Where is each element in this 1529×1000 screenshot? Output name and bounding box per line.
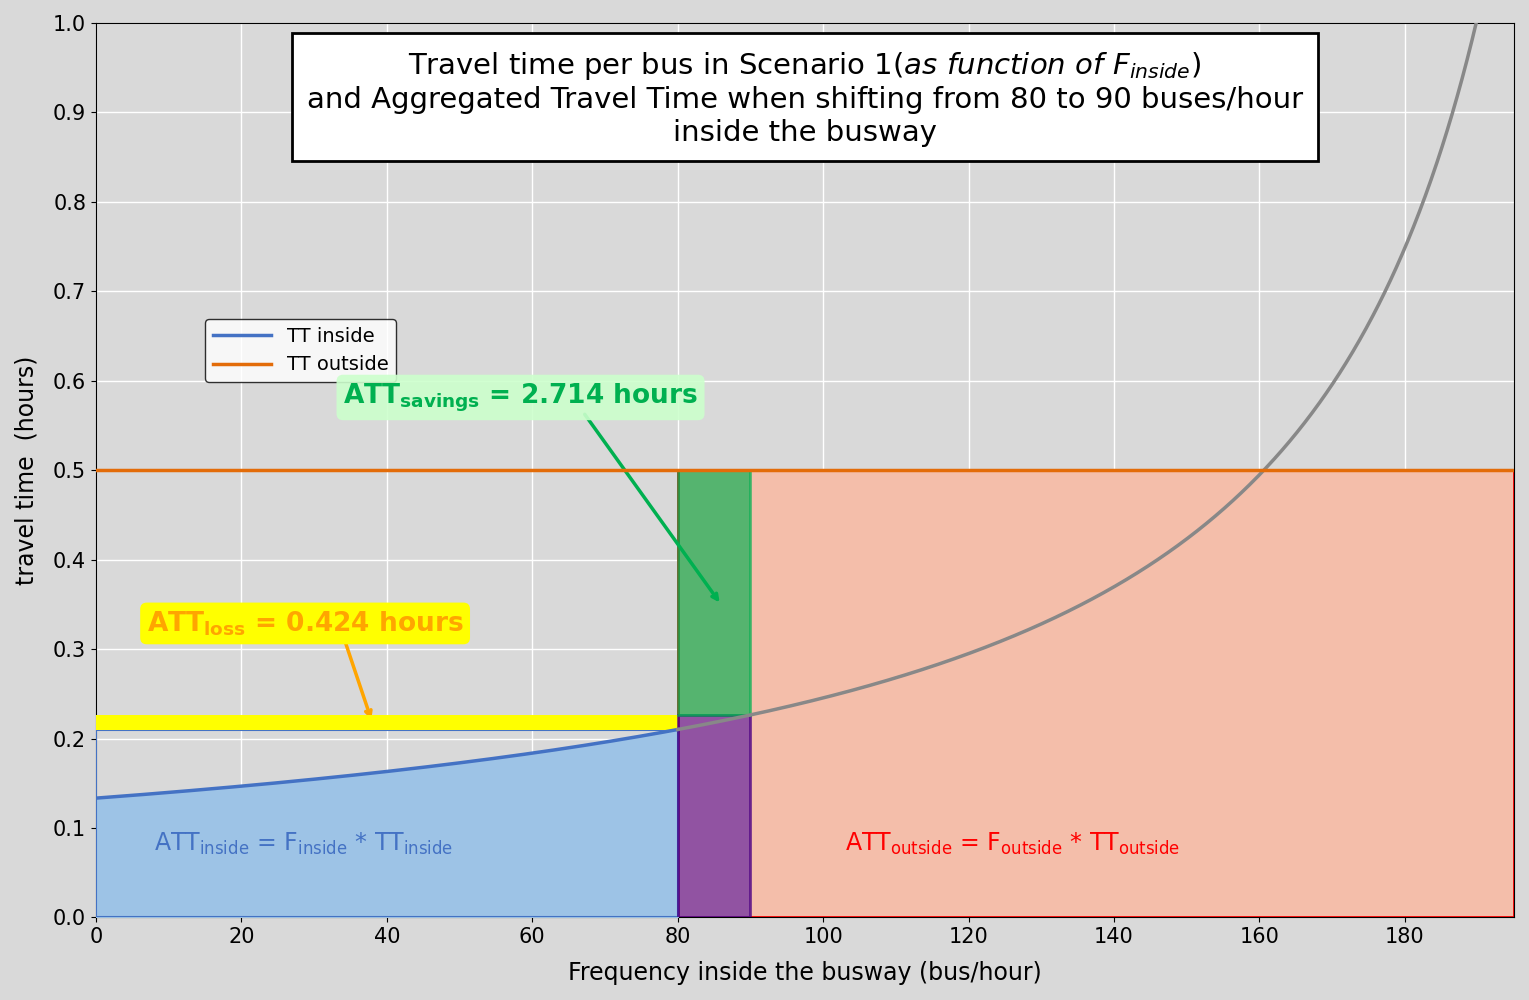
Bar [677,470,751,715]
Text: ATT$_{\mathregular{loss}}$ = 0.424 hours: ATT$_{\mathregular{loss}}$ = 0.424 hours [147,609,463,638]
X-axis label: Frequency inside the busway (bus/hour): Frequency inside the busway (bus/hour) [569,961,1041,985]
Text: ATT$_{\mathregular{savings}}$ = 2.714 hours: ATT$_{\mathregular{savings}}$ = 2.714 ho… [342,381,697,414]
Text: ATT$_{\mathregular{outside}}$ = F$_{\mathregular{outside}}$ * TT$_{\mathregular{: ATT$_{\mathregular{outside}}$ = F$_{\mat… [846,830,1180,857]
Y-axis label: travel time  (hours): travel time (hours) [15,356,40,585]
Text: Travel time per bus in Scenario 1$(as\ function\ of\ F_{inside})$
and Aggregated: Travel time per bus in Scenario 1$(as\ f… [307,50,1303,147]
Legend: TT inside, TT outside: TT inside, TT outside [205,319,396,382]
Bar [96,715,677,730]
Text: ATT$_{\mathregular{inside}}$ = F$_{\mathregular{inside}}$ * TT$_{\mathregular{in: ATT$_{\mathregular{inside}}$ = F$_{\math… [154,830,453,857]
Bar [677,715,751,917]
Bar [96,730,677,917]
Bar [677,470,1514,917]
